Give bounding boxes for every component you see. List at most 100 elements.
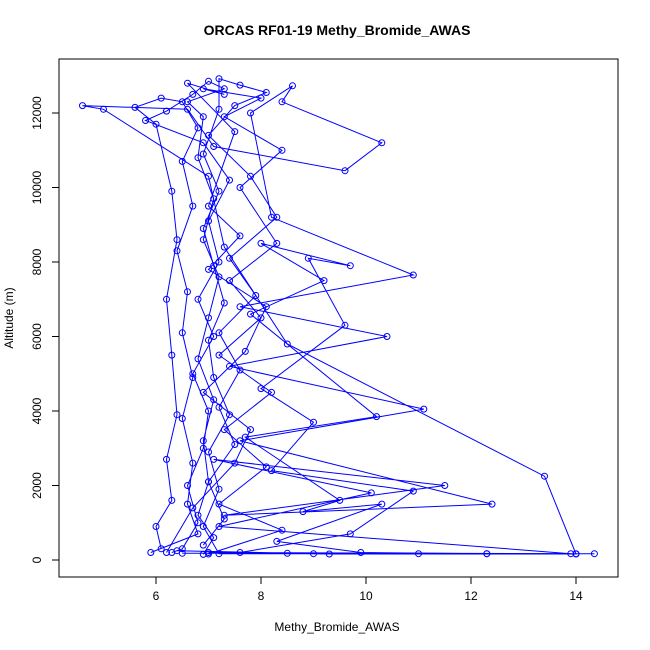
data-point [210, 455, 218, 463]
data-point [220, 426, 228, 434]
data-point [283, 340, 291, 348]
data-point [215, 523, 223, 530]
data-point [215, 403, 223, 411]
data-point [199, 113, 207, 121]
data-point [189, 504, 197, 512]
data-point [189, 459, 197, 467]
data-point [215, 75, 223, 83]
data-point [210, 396, 218, 404]
data-point [194, 295, 202, 303]
data-point [241, 433, 249, 441]
data-point [236, 184, 244, 191]
data-point [590, 550, 598, 558]
data-point [373, 413, 380, 421]
data-point [220, 299, 228, 307]
y-tick-label: 0 [30, 556, 44, 563]
data-point [278, 98, 286, 106]
data-point [367, 489, 375, 497]
data-point [409, 487, 417, 495]
data-point [325, 550, 333, 558]
data-point [142, 117, 149, 124]
data-point [220, 511, 228, 519]
data-point [163, 455, 170, 463]
data-point [163, 549, 170, 556]
y-axis: 0 2000 4000 6000 8000 10000 12000 [30, 96, 60, 563]
data-point [236, 303, 244, 311]
data-point [236, 437, 244, 445]
data-point [152, 120, 160, 128]
data-point [163, 107, 170, 115]
data-point [488, 500, 496, 508]
series-line [182, 78, 595, 555]
data-point [194, 124, 202, 132]
x-axis: 6 8 10 12 14 [153, 576, 583, 603]
data-point [236, 232, 244, 240]
data-point [231, 459, 239, 467]
y-tick-label: 4000 [30, 397, 44, 424]
data-point [189, 370, 197, 378]
data-point [336, 496, 344, 504]
data-point [226, 411, 233, 419]
data-point [205, 131, 212, 139]
data-point [199, 388, 207, 396]
data-point [268, 213, 275, 221]
data-point [205, 407, 212, 415]
data-point [231, 128, 239, 136]
data-point [226, 176, 233, 184]
data-point [205, 77, 212, 85]
data-point [205, 336, 212, 344]
data-point [346, 530, 354, 538]
data-point [236, 366, 244, 374]
data-point [184, 98, 191, 106]
y-tick-label: 12000 [30, 96, 44, 130]
data-point [173, 247, 181, 255]
data-point [215, 258, 223, 266]
data-point [231, 441, 239, 448]
data-point [199, 523, 207, 530]
data-point [378, 139, 386, 147]
data-point [205, 265, 212, 273]
data-point [341, 167, 349, 175]
data-point [199, 437, 207, 445]
x-tick-label: 12 [464, 589, 478, 603]
data-point [220, 515, 228, 523]
data-point [173, 236, 181, 244]
data-point [205, 172, 212, 180]
data-point [247, 310, 254, 318]
data-point [100, 105, 107, 113]
data-point [283, 549, 291, 557]
data-point [210, 333, 218, 340]
data-point [567, 550, 575, 558]
data-point [199, 85, 207, 93]
data-point [236, 549, 244, 556]
y-tick-label: 8000 [30, 248, 44, 275]
data-point [383, 333, 391, 340]
data-point [220, 113, 228, 121]
data-point [173, 411, 181, 419]
data-point [178, 157, 186, 165]
data-point [199, 444, 207, 452]
series-line [133, 97, 199, 553]
data-point [189, 202, 197, 210]
data-point [194, 154, 202, 162]
data-point [273, 213, 281, 221]
data-point [320, 277, 328, 285]
data-point [215, 351, 223, 359]
data-point [341, 321, 349, 329]
data-point [205, 314, 212, 322]
data-point [168, 496, 176, 504]
data-point [184, 79, 191, 87]
data-point [252, 292, 260, 299]
data-point [178, 98, 186, 106]
data-point [310, 550, 317, 558]
data-point [247, 426, 254, 434]
data-point [205, 217, 212, 225]
chart-title: ORCAS RF01-19 Methy_Bromide_AWAS [204, 22, 471, 38]
data-point [420, 405, 428, 413]
data-point [184, 500, 191, 508]
x-axis-label: Methy_Bromide_AWAS [274, 620, 399, 634]
x-tick-label: 6 [153, 589, 160, 603]
series-line [166, 82, 284, 555]
data-point [173, 547, 181, 555]
data-point [163, 295, 170, 303]
